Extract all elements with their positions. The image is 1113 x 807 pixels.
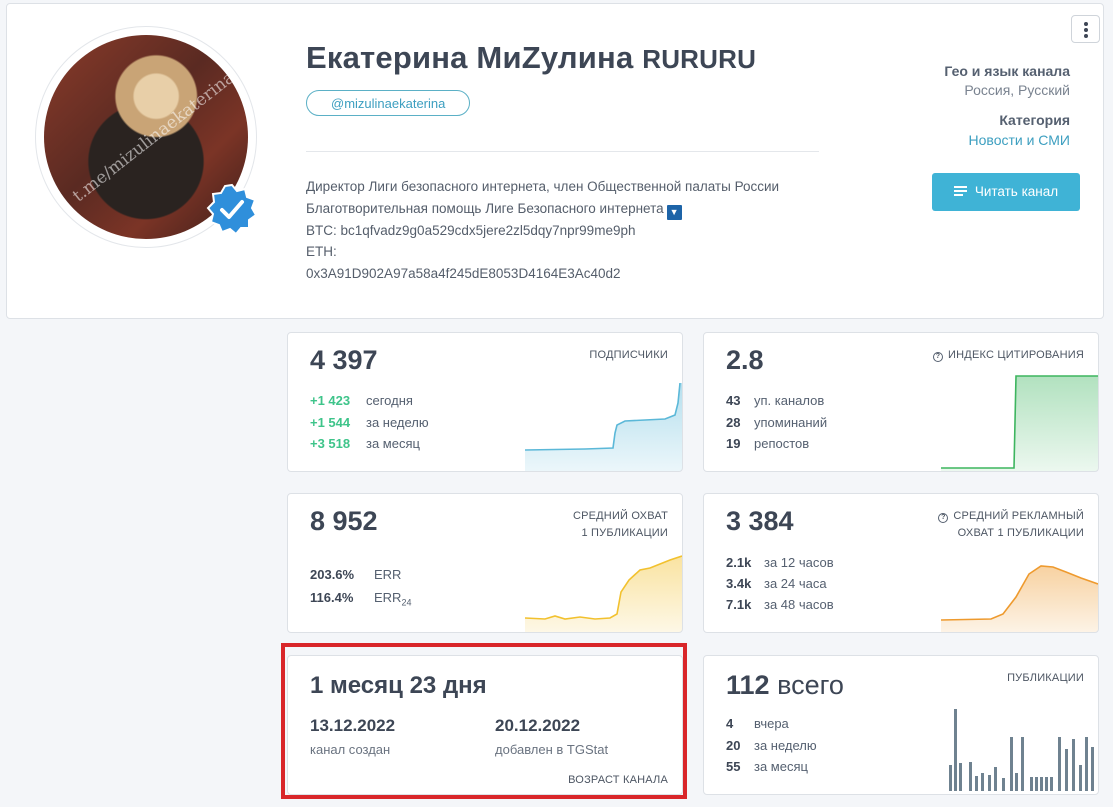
created-label: канал создан [310, 742, 391, 757]
added-date: 20.12.2022 [495, 716, 581, 735]
added-label: добавлен в TGStat [495, 742, 609, 757]
description-line: Благотворительная помощь Лиге Безопасног… [306, 200, 664, 216]
subscribers-count: 4 397 [310, 345, 378, 375]
reach-sparkline [525, 555, 682, 632]
list-icon [953, 186, 967, 196]
highlight-frame [281, 643, 687, 799]
category-label: Категория [999, 112, 1070, 128]
posts-card: 112 всего ПУБЛИКАЦИИ 4 вчера 20 за неделю … [703, 655, 1099, 795]
stat-row: 43 уп. каналов [726, 393, 825, 408]
stat-row: 28 упоминаний [726, 415, 828, 430]
stat-row: +1 544 за неделю [310, 415, 429, 430]
avg-ad-reach-label: ? СРЕДНИЙ РЕКЛАМНЫЙ ОХВАТ 1 ПУБЛИКАЦИИ [938, 508, 1084, 542]
description-line: BTC: bc1qfvadz9g0a529cdx5jere2zl5dqy7npr… [306, 222, 636, 238]
description-line-with-toggle: Благотворительная помощь Лиге Безопасног… [306, 198, 826, 220]
reach-card: 8 952 СРЕДНИЙ ОХВАТ 1 ПУБЛИКАЦИИ 203.6% ER… [287, 493, 683, 633]
avatar-frame: t.me/mizulinaekaterina [35, 26, 258, 248]
stat-row: 4 вчера [726, 716, 789, 731]
avg-reach-label: СРЕДНИЙ ОХВАТ 1 ПУБЛИКАЦИИ [572, 510, 668, 539]
stat-row: 20 за неделю [726, 738, 817, 753]
ad-reach-sparkline [941, 565, 1098, 632]
dot-icon [1084, 34, 1088, 38]
expand-description-icon[interactable]: ▼ [666, 204, 682, 220]
channel-age-label: ВОЗРАСТ КАНАЛА [568, 774, 668, 786]
stat-row: 55 за месяц [726, 759, 808, 774]
category-link[interactable]: Новости и СМИ [968, 132, 1070, 148]
stat-row: 3.4k за 24 часа [726, 576, 827, 591]
geo-label: Гео и язык канала [944, 63, 1070, 79]
channel-title: Екатерина МиZулина RURURU [306, 40, 756, 76]
avg-reach-value: 8 952 [310, 506, 378, 536]
stat-row: 2.1k за 12 часов [726, 555, 834, 570]
channel-description: Директор Лиги безопасного интернета, чле… [306, 176, 826, 284]
geo-value: Россия, Русский [964, 82, 1070, 98]
dot-icon [1084, 28, 1088, 32]
verified-badge-icon [206, 183, 258, 235]
channel-age-card: 1 месяц 23 дня 13.12.2022 канал создан 2… [287, 655, 683, 795]
avg-ad-reach-value: 3 384 [726, 506, 794, 536]
channel-name: Екатерина МиZулина [306, 40, 634, 75]
read-channel-label: Читать канал [974, 184, 1059, 199]
posts-bar-chart [949, 709, 1094, 791]
description-line: 0x3A91D902A97a58a4f245dE8053D4164E3Ac40d… [306, 265, 621, 281]
citation-sparkline [941, 375, 1098, 471]
subscribers-card: 4 397 ПОДПИСЧИКИ +1 423 сегодня +1 544 за … [287, 332, 683, 472]
citation-index: 2.8 [726, 345, 764, 375]
header-divider [306, 151, 819, 152]
channel-username-link[interactable]: @mizulinaekaterina [306, 90, 471, 116]
posts-label: ПУБЛИКАЦИИ [1007, 672, 1084, 684]
stat-row: 7.1k за 48 часов [726, 597, 834, 612]
subscribers-sparkline [525, 383, 682, 471]
channel-name-suffix: RURURU [642, 44, 757, 74]
created-date: 13.12.2022 [310, 716, 396, 735]
citation-label: ? ИНДЕКС ЦИТИРОВАНИЯ [933, 347, 1084, 364]
citation-card: 2.8 ? ИНДЕКС ЦИТИРОВАНИЯ 43 уп. каналов 28… [703, 332, 1099, 472]
stat-row: 116.4% ERR24 [310, 590, 412, 608]
stat-row: +1 423 сегодня [310, 393, 413, 408]
subscribers-label: ПОДПИСЧИКИ [589, 349, 668, 361]
channel-age-value: 1 месяц 23 дня [310, 672, 487, 699]
dot-icon [1084, 22, 1088, 26]
stat-row: +3 518 за месяц [310, 436, 420, 451]
stat-row: 19 репостов [726, 436, 810, 451]
stat-row: 203.6% ERR [310, 567, 402, 582]
posts-total: 112 всего [726, 670, 844, 700]
channel-header-card: t.me/mizulinaekaterina Екатерина МиZулин… [6, 3, 1104, 319]
ad-reach-card: 3 384 ? СРЕДНИЙ РЕКЛАМНЫЙ ОХВАТ 1 ПУБЛИКАЦ… [703, 493, 1099, 633]
description-line: Директор Лиги безопасного интернета, чле… [306, 179, 780, 194]
more-options-button[interactable] [1071, 15, 1100, 43]
help-icon[interactable]: ? [938, 513, 949, 523]
help-icon[interactable]: ? [933, 352, 944, 362]
read-channel-button[interactable]: Читать канал [932, 173, 1080, 211]
description-line: ETH: [306, 244, 337, 259]
